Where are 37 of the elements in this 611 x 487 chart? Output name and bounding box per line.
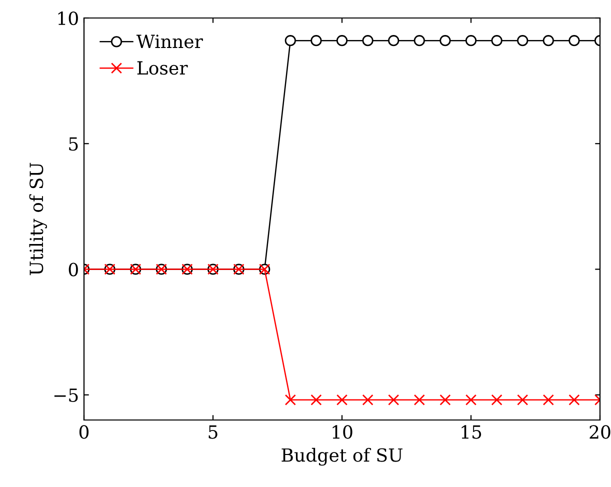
point [336,35,348,46]
point [491,35,502,46]
y-tick-label: 5 [69,137,78,151]
legend-label: Loser [137,61,188,75]
point [517,35,528,46]
point [568,35,580,46]
point [568,394,580,406]
point [388,35,400,46]
point [388,394,400,406]
point [336,394,348,406]
point [440,35,451,46]
point [362,394,374,406]
legend-label: Winner [136,34,203,48]
point [465,394,477,406]
point [517,394,528,406]
point [284,394,296,406]
x-tick-label: 0 [79,425,89,439]
point [542,35,554,46]
y-tick-label: −5 [54,388,78,402]
x-axis-title: Budget of SU [282,448,402,466]
y-tick-label: 10 [58,11,78,26]
point [310,35,322,46]
point [284,35,296,46]
point [362,35,374,46]
point [440,394,451,406]
point [465,35,477,46]
point [414,394,425,406]
x-tick-label: 5 [208,425,218,439]
point [542,394,554,406]
point [414,35,425,46]
y-axis-title: Utility of SU [29,162,47,276]
y-tick-label: 0 [68,262,78,276]
point [310,394,322,406]
x-tick-label: 20 [590,425,610,439]
point [491,394,502,406]
x-tick-label: 10 [332,425,352,439]
x-tick-label: 15 [462,425,482,439]
